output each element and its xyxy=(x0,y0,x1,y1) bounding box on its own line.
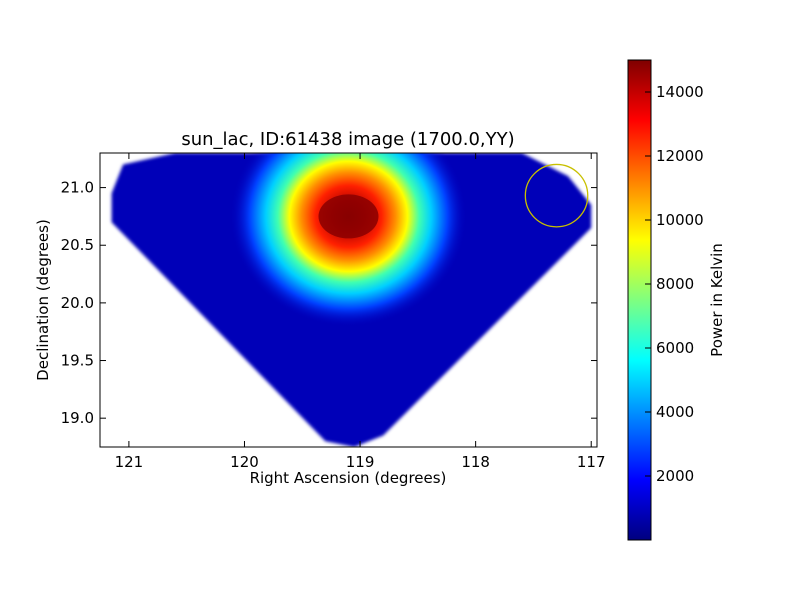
colorbar-tick-label: 10000 xyxy=(656,211,704,229)
colorbar-label: Power in Kelvin xyxy=(708,243,726,357)
y-tick-label: 20.0 xyxy=(61,294,94,312)
x-axis-label: Right Ascension (degrees) xyxy=(250,469,447,487)
chart-title: sun_lac, ID:61438 image (1700.0,YY) xyxy=(181,129,514,150)
colorbar-tick-label: 2000 xyxy=(656,467,694,485)
hotspot-glow xyxy=(230,153,467,327)
x-axis: 121 120 119 118 117 xyxy=(115,153,606,471)
colorbar-tick-label: 14000 xyxy=(656,83,704,101)
plot-area xyxy=(100,153,597,447)
x-tick-label: 119 xyxy=(346,453,375,471)
heatmap-image xyxy=(111,153,592,447)
colorbar-tick-label: 6000 xyxy=(656,339,694,357)
y-tick-label: 20.5 xyxy=(61,236,94,254)
y-axis-label: Declination (degrees) xyxy=(34,219,52,381)
colorbar-gradient xyxy=(627,59,652,541)
y-tick-label: 21.0 xyxy=(61,179,94,197)
colorbar-tick-label: 8000 xyxy=(656,275,694,293)
x-tick-label: 118 xyxy=(461,453,490,471)
y-tick-label: 19.5 xyxy=(61,352,94,370)
colorbar: 2000 4000 6000 8000 10000 12000 14000 Power in… xyxy=(627,59,726,541)
plot-frame xyxy=(99,152,598,448)
colorbar-tick-label: 12000 xyxy=(656,147,704,165)
y-axis: 19.0 19.5 20.0 20.5 21.0 xyxy=(61,179,597,427)
colorbar-tick-label: 4000 xyxy=(656,403,694,421)
marker-circle xyxy=(524,163,589,228)
x-tick-label: 121 xyxy=(115,453,144,471)
y-tick-label: 19.0 xyxy=(61,409,94,427)
colorbar-ticks: 2000 4000 6000 8000 10000 12000 14000 xyxy=(645,83,704,485)
x-tick-label: 120 xyxy=(230,453,259,471)
hotspot-peak xyxy=(318,194,379,239)
x-tick-label: 117 xyxy=(577,453,606,471)
